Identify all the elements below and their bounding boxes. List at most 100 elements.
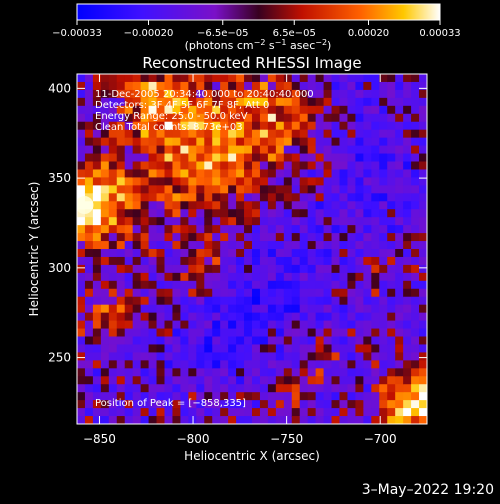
- heatmap-cell: [140, 97, 150, 107]
- heatmap-cell: [212, 384, 221, 393]
- heatmap-cell: [299, 296, 309, 306]
- heatmap-cell: [331, 312, 341, 322]
- heatmap-cell: [172, 384, 182, 393]
- heatmap-cell: [172, 272, 182, 282]
- heatmap-cell: [419, 153, 427, 163]
- heatmap-cell: [164, 368, 174, 377]
- heatmap-cell: [172, 344, 182, 354]
- heatmap-cell: [299, 241, 309, 250]
- heatmap-cell: [228, 264, 237, 274]
- heatmap-cell: [180, 121, 189, 131]
- heatmap-cell: [212, 241, 221, 250]
- heatmap-cell: [204, 225, 213, 234]
- heatmap-cell: [92, 416, 102, 424]
- heatmap-cell: [259, 320, 269, 330]
- heatmap-cell: [339, 392, 349, 401]
- heatmap-cell: [132, 296, 142, 306]
- heatmap-cell: [387, 145, 396, 155]
- heatmap-cell: [124, 272, 134, 282]
- heatmap-cell: [283, 74, 293, 83]
- heatmap-cell: [323, 137, 333, 147]
- heatmap-cell: [132, 129, 142, 139]
- heatmap-cell: [140, 161, 150, 171]
- heatmap-cell: [92, 185, 102, 194]
- heatmap-cell: [299, 217, 309, 226]
- heatmap-cell: [299, 145, 309, 155]
- heatmap-cell: [283, 161, 293, 171]
- heatmap-cell: [180, 241, 189, 250]
- heatmap-cell: [339, 233, 349, 242]
- heatmap-cell: [387, 272, 396, 282]
- heatmap-cell: [132, 376, 142, 385]
- heatmap-cell: [403, 280, 412, 290]
- heatmap-cell: [275, 81, 285, 91]
- heatmap-cell: [395, 304, 404, 314]
- heatmap-cell: [395, 376, 404, 385]
- colorbar-tick-label: −6.5e−05: [197, 28, 249, 39]
- heatmap-cell: [148, 81, 158, 91]
- heatmap-cell: [148, 280, 158, 290]
- heatmap-cell: [252, 105, 261, 115]
- heatmap-cell: [212, 344, 221, 354]
- heatmap-cell: [299, 256, 309, 266]
- heatmap-cell: [244, 113, 253, 123]
- heatmap-cell: [315, 89, 325, 99]
- heatmap-cell: [244, 225, 253, 234]
- heatmap-cell: [395, 256, 404, 266]
- heatmap-cell: [212, 121, 221, 131]
- heatmap-cell: [180, 185, 189, 194]
- annotation-energy-range: Energy Range: 25.0 - 50.0 keV: [95, 111, 248, 122]
- heatmap-cell: [92, 74, 102, 83]
- heatmap-cell: [267, 249, 277, 258]
- heatmap-cell: [355, 137, 364, 147]
- heatmap-cell: [148, 344, 158, 354]
- heatmap-cell: [315, 400, 325, 409]
- heatmap-cell: [92, 241, 102, 250]
- heatmap-cell: [124, 113, 134, 123]
- colorbar: −0.00033 −0.00020 −6.5e−05 6.5e−05 0.00020 0.…: [52, 3, 461, 52]
- heatmap-cell: [419, 249, 427, 258]
- heatmap-cell: [411, 392, 420, 401]
- heatmap-cell: [267, 344, 277, 354]
- heatmap-cell: [116, 121, 126, 131]
- heatmap-cell: [419, 296, 427, 306]
- heatmap-cell: [259, 352, 269, 361]
- heatmap-cell: [403, 256, 412, 266]
- heatmap-cell: [331, 129, 341, 139]
- heatmap-cell: [148, 153, 158, 163]
- heatmap-cell: [275, 416, 285, 424]
- heatmap-cell: [92, 137, 102, 147]
- heatmap-cell: [156, 312, 166, 322]
- heatmap-cell: [204, 185, 213, 194]
- heatmap-cell: [299, 105, 309, 115]
- heatmap-cell: [283, 137, 293, 147]
- heatmap-cell: [355, 74, 364, 83]
- heatmap-cell: [355, 169, 364, 179]
- heatmap-cell: [411, 304, 420, 314]
- heatmap-cell: [92, 280, 102, 290]
- heatmap-cell: [156, 113, 166, 123]
- heatmap-cell: [116, 74, 126, 83]
- heatmap-cell: [339, 241, 349, 250]
- heatmap-cell: [116, 328, 126, 338]
- heatmap-cell: [140, 113, 150, 123]
- heatmap-cell: [307, 233, 317, 242]
- heatmap-cell: [331, 392, 341, 401]
- heatmap-cell: [355, 344, 364, 354]
- heatmap-cell: [132, 328, 142, 338]
- heatmap-cell: [323, 328, 333, 338]
- heatmap-cell: [275, 272, 285, 282]
- heatmap-cell: [379, 296, 388, 306]
- heatmap-cell: [116, 161, 126, 171]
- heatmap-cell: [387, 153, 396, 163]
- heatmap-cell: [379, 169, 388, 179]
- heatmap-cell: [228, 145, 237, 155]
- heatmap-cell: [371, 153, 380, 163]
- heatmap-cell: [259, 416, 269, 424]
- heatmap-cell: [355, 408, 364, 417]
- heatmap-cell: [196, 145, 205, 155]
- heatmap-cell: [148, 169, 158, 179]
- heatmap-cell: [347, 288, 357, 298]
- heatmap-cell: [148, 368, 158, 377]
- heatmap-cell: [77, 256, 86, 266]
